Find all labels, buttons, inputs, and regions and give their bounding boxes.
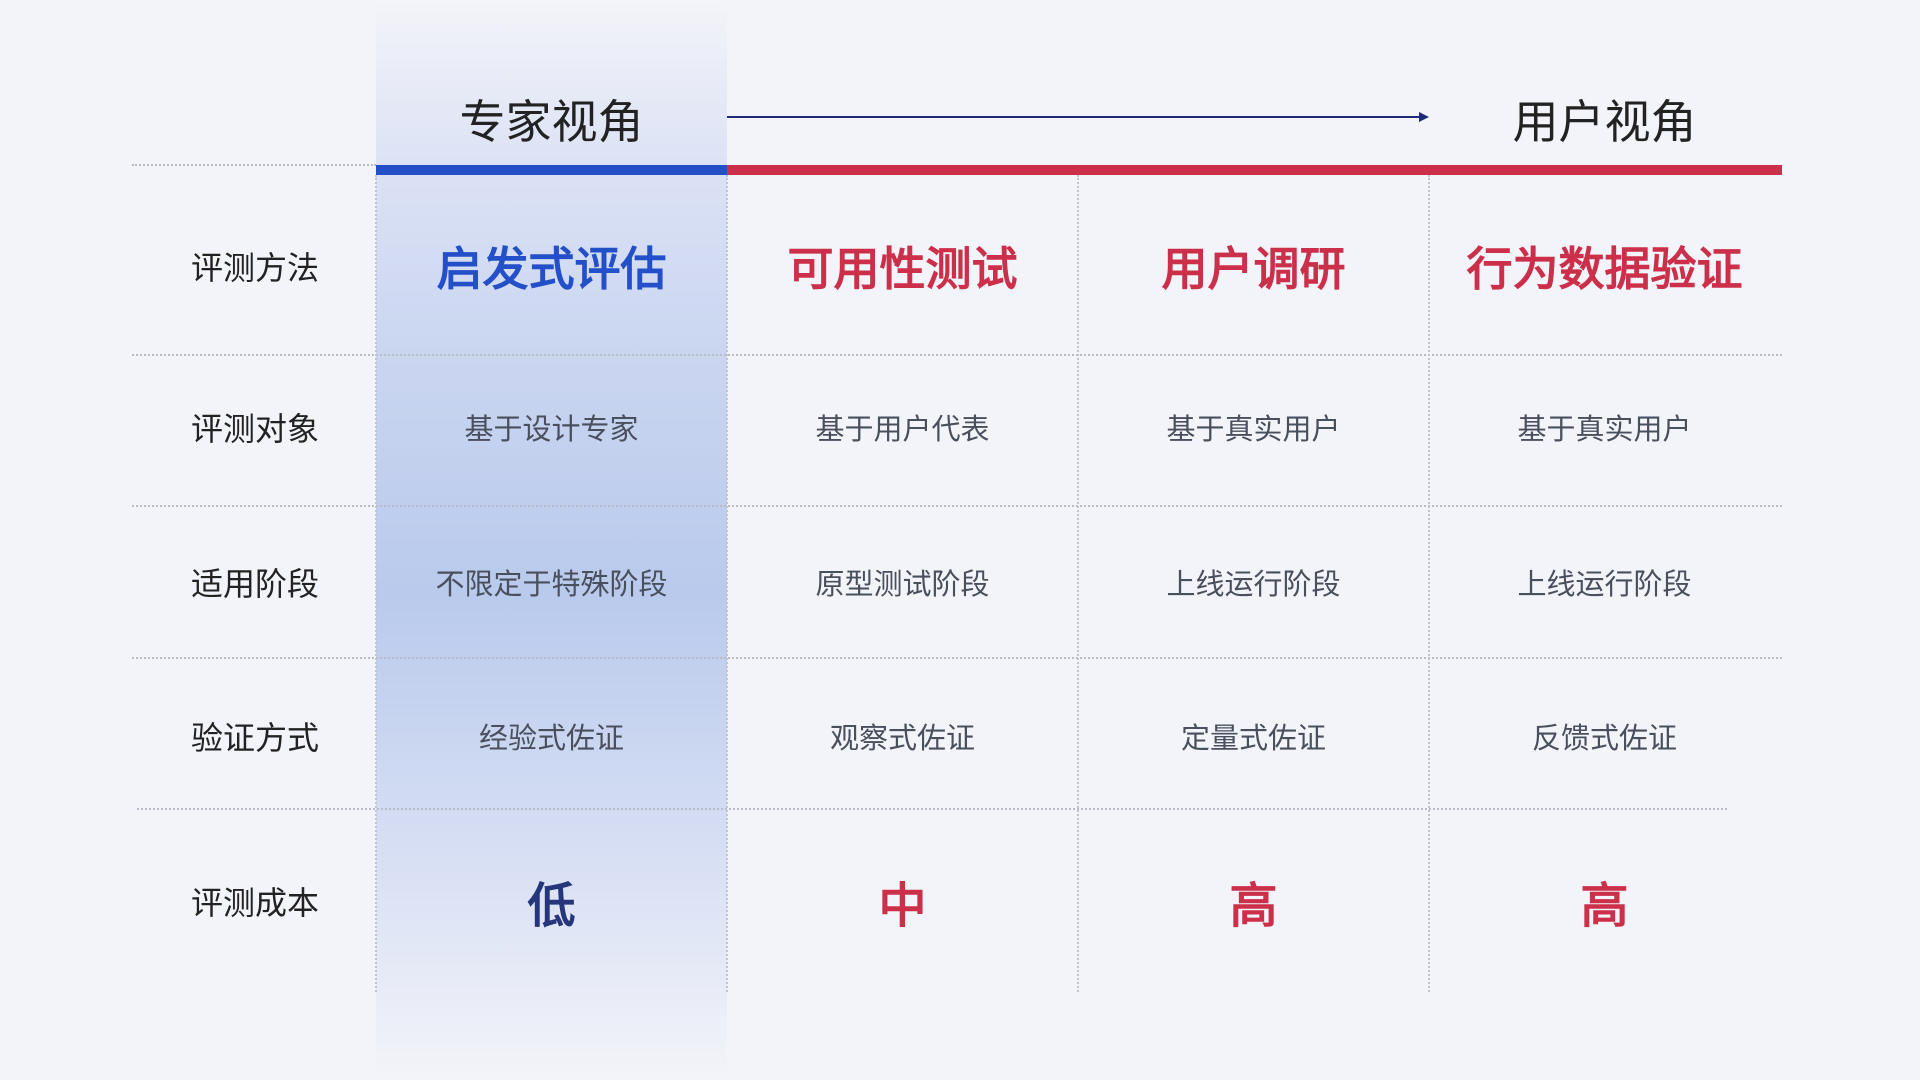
table-cell: 基于真实用户 (1517, 412, 1692, 446)
table-cell: 上线运行阶段 (1517, 567, 1692, 601)
divider (132, 164, 376, 166)
column-divider (726, 175, 728, 992)
table-cell: 基于设计专家 (464, 412, 639, 446)
row-divider (137, 808, 1727, 810)
table-cell: 不限定于特殊阶段 (435, 567, 668, 601)
column-divider (1077, 175, 1079, 992)
arrow-right-icon (727, 112, 1429, 122)
method-cell: 用户调研 (1161, 242, 1346, 296)
cost-cell: 高 (1229, 878, 1278, 934)
column-divider (1428, 175, 1430, 992)
table-cell: 基于用户代表 (815, 412, 990, 446)
table-cell: 原型测试阶段 (815, 567, 990, 601)
table-cell: 观察式佐证 (829, 721, 975, 755)
table-cell: 反馈式佐证 (1531, 721, 1677, 755)
row-label: 评测成本 (190, 884, 319, 922)
row-divider (132, 354, 1782, 356)
expert-bar (376, 165, 727, 175)
table-cell: 上线运行阶段 (1166, 567, 1341, 601)
expert-column-highlight (376, 0, 727, 1080)
row-label: 验证方式 (190, 719, 319, 757)
cost-cell: 低 (527, 878, 576, 934)
method-cell: 启发式评估 (436, 242, 667, 296)
row-divider (132, 657, 1782, 659)
cost-cell: 高 (1580, 878, 1629, 934)
method-cell: 可用性测试 (787, 242, 1018, 296)
expert-perspective-header: 专家视角 (459, 95, 644, 149)
row-label: 评测对象 (190, 410, 319, 448)
user-perspective-header: 用户视角 (1512, 95, 1697, 149)
row-label: 适用阶段 (190, 565, 319, 603)
row-divider (132, 505, 1782, 507)
column-divider (375, 175, 377, 992)
cost-cell: 中 (878, 878, 927, 934)
user-bar (727, 165, 1782, 175)
row-label: 评测方法 (190, 249, 319, 287)
table-cell: 基于真实用户 (1166, 412, 1341, 446)
table-cell: 定量式佐证 (1180, 721, 1326, 755)
method-cell: 行为数据验证 (1466, 242, 1743, 296)
table-cell: 经验式佐证 (478, 721, 624, 755)
